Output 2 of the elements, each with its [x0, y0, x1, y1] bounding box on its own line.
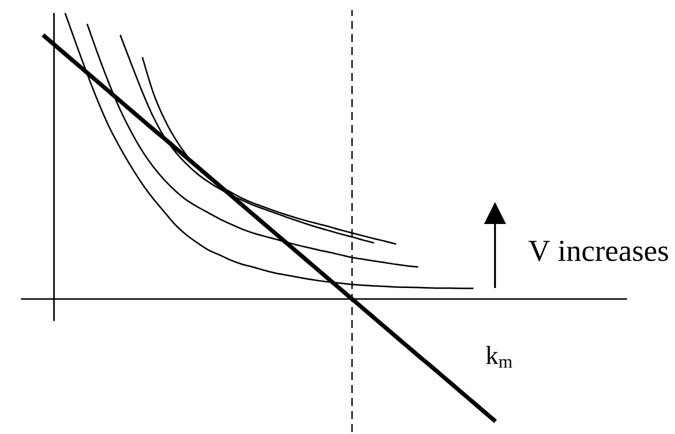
text: V increases — [528, 240, 668, 262]
series-label: k$_{m}$ — [486, 346, 512, 368]
